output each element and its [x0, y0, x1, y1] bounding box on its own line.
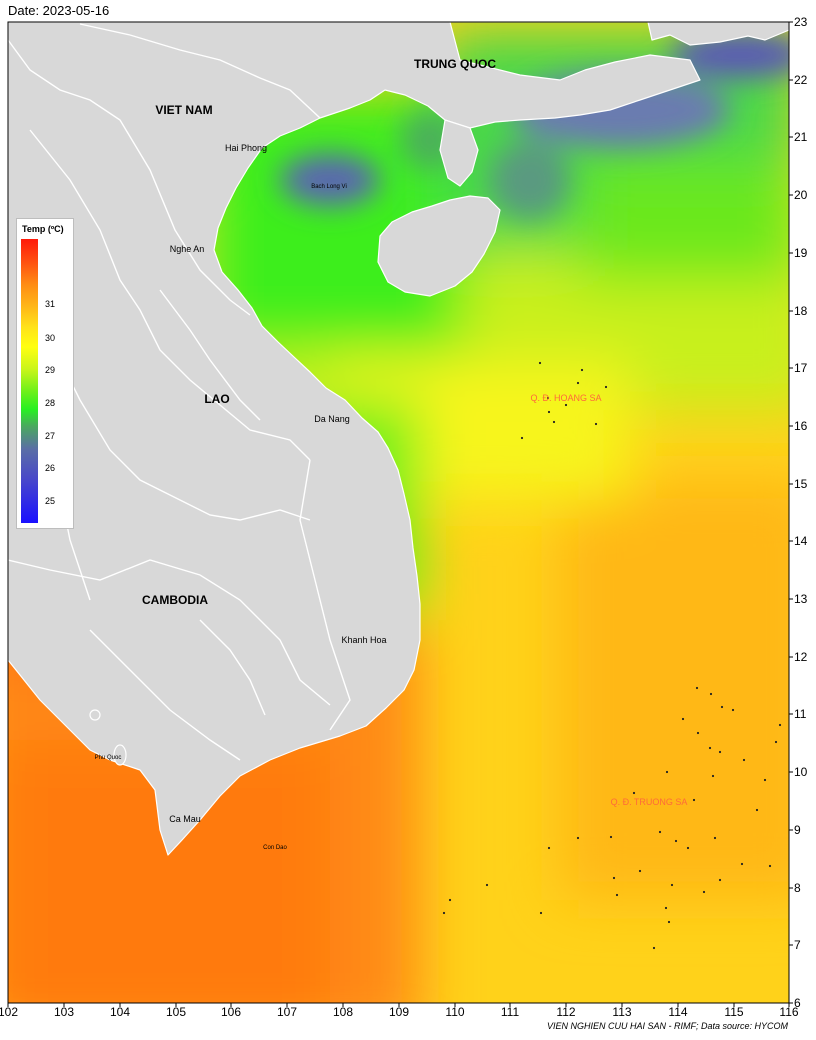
- y-tick-label: 23: [794, 15, 808, 29]
- x-tick-label: 103: [53, 1005, 75, 1019]
- y-tick-label: 20: [794, 188, 808, 202]
- x-tick-label: 102: [0, 1005, 19, 1019]
- legend-tick: 25: [45, 496, 56, 506]
- x-tick-label: 112: [556, 1005, 576, 1019]
- x-tick-label: 104: [109, 1005, 131, 1019]
- legend-tick: 28: [45, 398, 56, 408]
- x-tick-label: 113: [612, 1005, 632, 1019]
- y-tick-label: 18: [794, 304, 808, 318]
- legend-title: Temp (ºC): [22, 224, 64, 234]
- y-tick-marks: [789, 21, 793, 1004]
- y-tick-label: 19: [794, 246, 808, 260]
- city-label-nghean: Nghe An: [169, 244, 205, 254]
- y-tick-label: 16: [794, 419, 808, 433]
- y-tick-label: 12: [794, 650, 808, 664]
- y-tick-label: 15: [794, 477, 808, 491]
- archipelago-label-hoangsa: Q. Đ. HOANG SA: [530, 393, 602, 403]
- legend-tick: 26: [45, 463, 56, 473]
- country-borders: [8, 23, 351, 761]
- x-tick-label: 114: [668, 1005, 688, 1019]
- x-tick-label: 108: [332, 1005, 354, 1019]
- y-tick-label: 7: [794, 938, 801, 952]
- island-label-condao: Con Dao: [263, 845, 287, 851]
- y-tick-label: 17: [794, 361, 808, 375]
- x-tick-label: 116: [779, 1005, 799, 1019]
- y-tick-label: 22: [794, 73, 808, 87]
- country-label-vietnam: VIET NAM: [155, 103, 213, 117]
- city-label-camau: Ca Mau: [169, 814, 201, 824]
- legend-tick: 29: [45, 365, 56, 375]
- x-tick-label: 107: [276, 1005, 298, 1019]
- x-tick-label: 115: [724, 1005, 744, 1019]
- y-tick-label: 14: [794, 534, 808, 548]
- y-tick-label: 13: [794, 592, 808, 606]
- city-label-danang: Da Nang: [314, 414, 350, 424]
- temperature-legend: Temp (ºC) 31 30 29 28 27 26 25: [16, 218, 74, 529]
- island-label-bachlongvi: Bach Long Vi: [311, 184, 347, 190]
- x-tick-label: 110: [445, 1005, 465, 1019]
- truongsa-islands: [442, 686, 782, 950]
- x-tick-label: 109: [388, 1005, 410, 1019]
- y-tick-label: 10: [794, 765, 808, 779]
- legend-tick: 30: [45, 333, 56, 343]
- legend-color-bar: [21, 239, 38, 523]
- legend-tick: 27: [45, 431, 56, 441]
- land: [8, 22, 789, 856]
- country-label-china: TRUNG QUOC: [414, 57, 496, 71]
- data-source-credit: VIEN NGHIEN CUU HAI SAN - RIMF; Data sou…: [546, 1021, 788, 1031]
- y-tick-label: 11: [794, 707, 807, 721]
- country-label-cambodia: CAMBODIA: [142, 593, 208, 607]
- legend-tick: 31: [45, 299, 56, 309]
- hoangsa-islands: [520, 361, 608, 440]
- city-label-khanhhoa: Khanh Hoa: [341, 635, 387, 645]
- y-tick-label: 8: [794, 881, 801, 895]
- date-label: Date: 2023-05-16: [8, 3, 110, 18]
- x-tick-label: 105: [165, 1005, 187, 1019]
- x-tick-label: 106: [220, 1005, 242, 1019]
- y-tick-label: 9: [794, 823, 801, 837]
- island-label-phuquoc: Phu Quoc: [94, 755, 122, 761]
- country-label-laos: LAO: [204, 392, 230, 406]
- archipelago-label-truongsa: Q. Đ. TRUONG SA: [610, 797, 688, 807]
- y-tick-label: 6: [794, 996, 801, 1010]
- x-tick-label: 111: [500, 1005, 520, 1019]
- x-tick-marks: [7, 1003, 790, 1007]
- y-tick-label: 21: [794, 130, 808, 144]
- city-label-haiphong: Hai Phong: [224, 143, 268, 153]
